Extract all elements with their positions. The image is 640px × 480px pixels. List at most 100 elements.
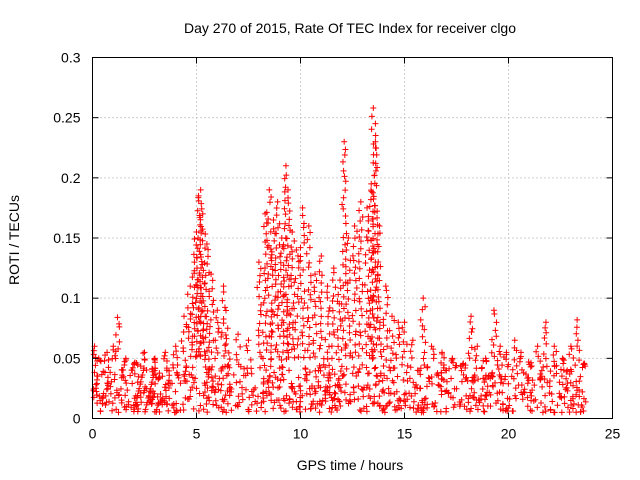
data-point-column	[373, 145, 380, 152]
baseline-point	[264, 378, 271, 385]
data-point-column	[264, 308, 271, 315]
baseline-point	[303, 371, 310, 378]
data-point-column	[185, 335, 192, 342]
baseline-point	[579, 388, 586, 395]
baseline-point	[142, 406, 149, 413]
data-point-column	[192, 299, 199, 306]
data-point	[299, 204, 306, 211]
data-point-column	[194, 254, 201, 261]
data-point-column	[343, 247, 350, 254]
data-point-column	[219, 297, 226, 304]
baseline-point	[155, 376, 162, 383]
baseline-point	[253, 408, 260, 415]
data-point-column	[312, 321, 319, 328]
data-point-column	[373, 151, 380, 158]
baseline-point	[484, 383, 491, 390]
data-point-column	[345, 296, 352, 303]
data-point-column	[334, 326, 341, 333]
baseline-point	[351, 396, 358, 403]
data-point-column	[288, 346, 295, 353]
baseline-point	[127, 372, 134, 379]
baseline-point	[246, 394, 253, 401]
data-point	[376, 222, 383, 229]
baseline-point	[107, 383, 114, 390]
baseline-point	[152, 380, 159, 387]
data-point-column	[294, 341, 301, 348]
data-point-column	[365, 228, 372, 235]
data-point-column	[324, 294, 331, 301]
baseline-point	[210, 401, 217, 408]
baseline-point	[190, 379, 197, 386]
data-point-column	[317, 328, 324, 335]
baseline-point	[518, 366, 525, 373]
data-point-column	[376, 335, 383, 342]
baseline-point	[137, 390, 144, 397]
data-point-column	[576, 347, 583, 354]
data-point	[203, 241, 210, 248]
baseline-point	[414, 367, 421, 374]
baseline-point	[166, 395, 173, 402]
data-point-column	[304, 318, 311, 325]
baseline-point	[500, 401, 507, 408]
data-point-column	[326, 330, 333, 337]
data-point-column	[268, 257, 275, 264]
baseline-point	[261, 362, 268, 369]
baseline-point	[245, 406, 252, 413]
data-point-column	[265, 242, 272, 249]
data-point-column	[342, 263, 349, 270]
baseline-point	[534, 404, 541, 411]
data-point-column	[281, 205, 288, 212]
baseline-point	[472, 402, 479, 409]
baseline-point	[422, 395, 429, 402]
baseline-point	[350, 384, 357, 391]
baseline-point	[216, 375, 223, 382]
data-point-column	[202, 245, 209, 252]
data-point-column	[471, 346, 478, 353]
data-point-column	[357, 245, 364, 252]
baseline-point	[417, 385, 424, 392]
data-point-column	[533, 348, 540, 355]
data-point-column	[190, 304, 197, 311]
baseline-point	[122, 377, 129, 384]
data-point-column	[306, 244, 313, 251]
data-point-column	[295, 299, 302, 306]
baseline-point	[504, 363, 511, 370]
data-point-column	[271, 237, 278, 244]
baseline-point	[252, 398, 259, 405]
data-point-column	[215, 325, 222, 332]
baseline-point	[471, 389, 478, 396]
baseline-point	[271, 399, 278, 406]
baseline-point	[106, 398, 113, 405]
data-point-column	[222, 347, 229, 354]
data-point-column	[300, 322, 307, 329]
data-point-column	[313, 330, 320, 337]
baseline-point	[139, 371, 146, 378]
data-point-column	[282, 220, 289, 227]
baseline-point	[153, 406, 160, 413]
baseline-point	[302, 365, 309, 372]
data-point-column	[185, 328, 192, 335]
baseline-point	[562, 386, 569, 393]
data-point-column	[204, 307, 211, 314]
data-point-column	[322, 336, 329, 343]
tick-labels: 0 5 10 15 20 25 0 0.05 0.1 0.15 0.2 0.25 0.3	[53, 50, 620, 442]
baseline-point	[255, 393, 262, 400]
data-point-column	[373, 317, 380, 324]
data-point-column	[197, 319, 204, 326]
data-point-column	[466, 355, 473, 362]
data-point-column	[273, 204, 280, 211]
baseline-point	[267, 363, 274, 370]
data-point-column	[212, 337, 219, 344]
x-tick-label: 25	[605, 426, 621, 442]
baseline-point	[425, 374, 432, 381]
data-point-column	[356, 207, 363, 214]
data-point-column	[299, 340, 306, 347]
data-point-column	[362, 328, 369, 335]
data-point-column	[356, 295, 363, 302]
data-point-column	[281, 188, 288, 195]
data-point	[542, 319, 549, 326]
data-point-column	[198, 339, 205, 346]
baseline-point	[557, 366, 564, 373]
data-point	[395, 319, 402, 326]
baseline-point	[200, 406, 207, 413]
